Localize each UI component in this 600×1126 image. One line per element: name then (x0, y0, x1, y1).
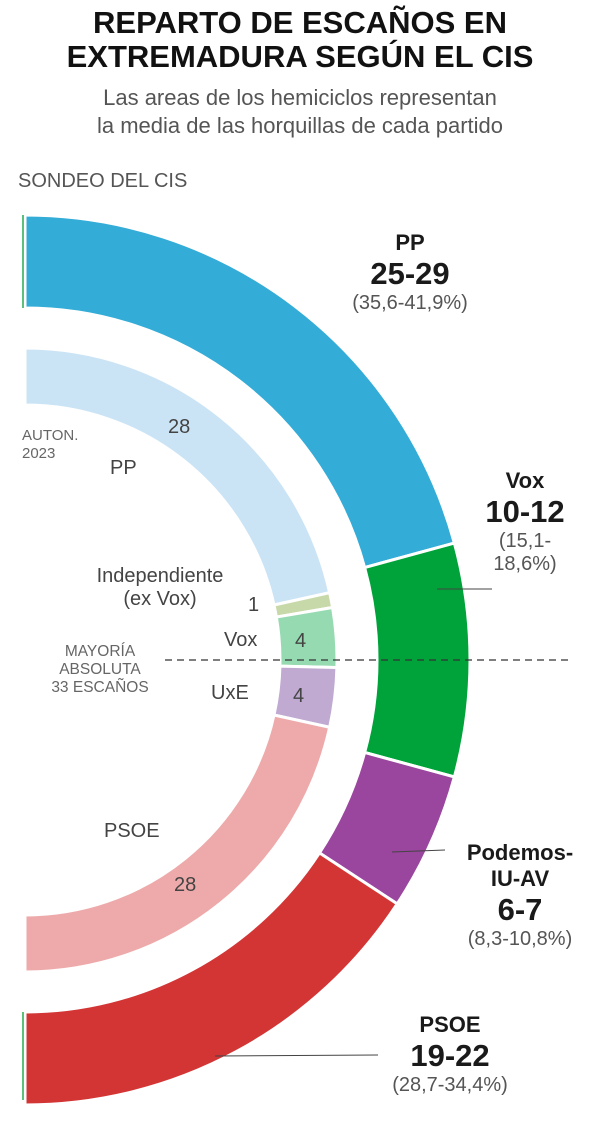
party-name-cont: IU-AV (490, 866, 550, 891)
vote-percent: (35,6-41,9%) (352, 292, 468, 314)
leader-line (391, 849, 446, 853)
seat-range: 6-7 (497, 892, 543, 927)
subtitle-line-1: Las areas de los hemiciclos representan (103, 85, 497, 110)
label-pp-outer: PP 25-29 (35,6-41,9%) (330, 230, 490, 315)
seats-psoe-inner: 28 (174, 874, 197, 896)
vote-percent: (28,7-34,4%) (392, 1074, 508, 1096)
title-text: REPARTO DE ESCAÑOS EN EXTREMADURA SEGÚN … (66, 5, 534, 74)
inner-segment-psoe (23, 713, 332, 974)
label-vox-outer: Vox 10-12 (15,1- 18,6%) (470, 468, 580, 576)
party-name: PP (395, 230, 425, 255)
inner-segment-vox (274, 605, 339, 670)
seats-vox-inner: 4 (295, 630, 307, 652)
inner-label-line-1: AUTON. (22, 427, 79, 444)
majority-line-2: ABSOLUTA (59, 661, 141, 678)
inner-label-line-2: 2023 (22, 445, 56, 462)
outer-segment-psoe (23, 850, 400, 1107)
seats-uxe-inner: 4 (293, 685, 305, 707)
party-name: PSOE (419, 1012, 481, 1037)
chart-subtitle: Las areas de los hemiciclos representan … (0, 84, 600, 140)
label-pp-inner: PP (110, 457, 137, 479)
majority-line-1: MAYORÍA (64, 643, 136, 660)
party-name: Vox (505, 468, 545, 493)
seats-independiente-inner: 1 (248, 594, 260, 616)
seat-range: 25-29 (370, 256, 450, 291)
majority-label: MAYORÍA ABSOLUTA 33 ESCAÑOS (30, 643, 170, 697)
seat-range: 19-22 (410, 1038, 490, 1073)
inner-ring-label: AUTON. 2023 (22, 427, 78, 463)
vote-percent: (15,1- (498, 530, 552, 552)
label-psoe-inner: PSOE (104, 820, 160, 842)
vote-percent: (8,3-10,8%) (467, 928, 573, 950)
leader-line (214, 1054, 379, 1057)
label-vox-inner: Vox (224, 629, 258, 651)
vote-percent-cont: 18,6%) (493, 553, 557, 575)
label-independiente-inner: Independiente (ex Vox) (70, 565, 250, 611)
party-name: Independiente (96, 565, 224, 587)
chart-title: REPARTO DE ESCAÑOS EN EXTREMADURA SEGÚN … (0, 6, 600, 74)
seats-pp-inner: 28 (168, 416, 191, 438)
subtitle-line-2: la media de las horquillas de cada parti… (96, 113, 504, 138)
label-psoe-outer: PSOE 19-22 (28,7-34,4%) (370, 1012, 530, 1097)
party-name: Podemos- (466, 840, 574, 865)
outer-ring-label: SONDEO DEL CIS (18, 170, 188, 192)
label-uxe-inner: UxE (211, 682, 249, 704)
party-name-cont: (ex Vox) (123, 588, 197, 610)
majority-line-3: 33 ESCAÑOS (51, 679, 149, 696)
seat-range: 10-12 (485, 494, 565, 529)
label-podemos-outer: Podemos- IU-AV 6-7 (8,3-10,8%) (445, 840, 595, 951)
